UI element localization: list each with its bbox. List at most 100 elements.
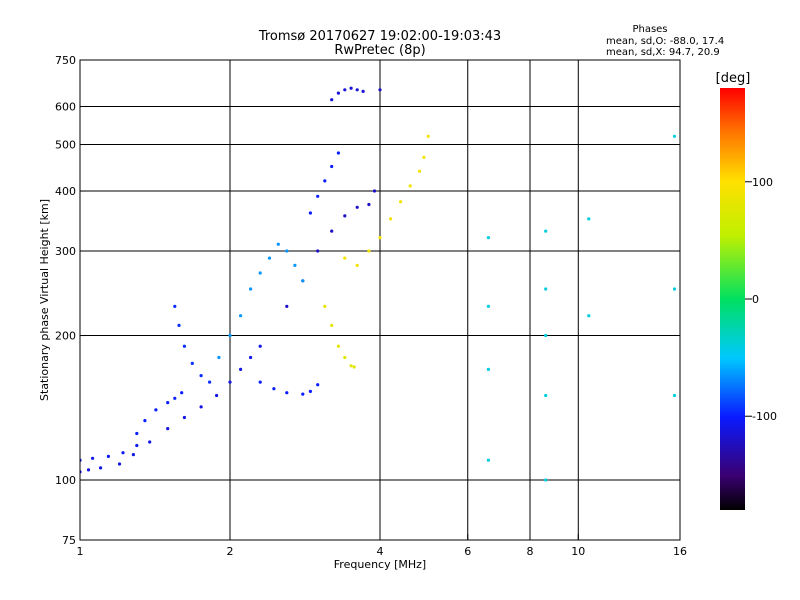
data-point bbox=[367, 202, 371, 207]
phase-stats-x: mean, sd,X: 94.7, 20.9 bbox=[606, 47, 720, 58]
data-point bbox=[544, 478, 548, 482]
series-upper-oblique bbox=[308, 151, 340, 215]
data-point bbox=[249, 355, 253, 360]
data-point bbox=[135, 431, 139, 436]
data-point bbox=[343, 256, 347, 260]
data-point bbox=[343, 355, 347, 360]
data-point bbox=[316, 383, 320, 387]
data-point bbox=[285, 249, 289, 253]
data-point bbox=[486, 458, 490, 462]
data-point bbox=[349, 86, 353, 90]
series-x-trace-lower bbox=[323, 304, 356, 369]
series-lower-o-trace-upper-edge bbox=[80, 443, 139, 462]
data-point bbox=[182, 415, 186, 420]
chart-title: Tromsø 20170627 19:02:00-19:03:43 bbox=[258, 29, 501, 44]
series-f-layer-o-trace bbox=[285, 88, 382, 308]
x-tick-label: 1 bbox=[77, 545, 84, 558]
series-oblique-arc bbox=[173, 304, 212, 384]
data-point bbox=[293, 263, 297, 267]
series-mid-blue-trace bbox=[258, 380, 320, 396]
data-point bbox=[301, 392, 305, 396]
data-point bbox=[349, 364, 353, 368]
data-point bbox=[587, 217, 591, 221]
phase-stats-o: mean, sd,O: -88.0, 17.4 bbox=[606, 36, 724, 47]
x-tick-label: 2 bbox=[227, 545, 234, 558]
data-point bbox=[258, 380, 262, 384]
colorbar-label: [deg] bbox=[716, 71, 751, 86]
x-tick-label: 8 bbox=[527, 545, 534, 558]
colorbar-ticks: 100 0 -100 bbox=[745, 176, 777, 423]
data-point bbox=[355, 88, 359, 92]
data-point bbox=[143, 419, 147, 423]
data-point bbox=[190, 361, 194, 365]
data-point bbox=[228, 380, 232, 384]
y-tick-label: 750 bbox=[55, 54, 76, 67]
y-tick-label: 600 bbox=[55, 101, 76, 114]
data-marks bbox=[80, 86, 677, 482]
data-point bbox=[352, 365, 356, 369]
data-point bbox=[408, 184, 412, 188]
data-point bbox=[544, 393, 548, 398]
data-point bbox=[544, 333, 548, 338]
data-point bbox=[486, 367, 490, 371]
data-point bbox=[177, 323, 181, 327]
data-point bbox=[323, 304, 327, 308]
data-point bbox=[544, 229, 548, 233]
data-point bbox=[587, 314, 591, 318]
data-point bbox=[121, 451, 125, 455]
y-tick-label: 100 bbox=[55, 474, 76, 487]
x-tick-label: 10 bbox=[571, 545, 585, 558]
data-point bbox=[672, 393, 677, 398]
x-tick-label: 6 bbox=[464, 545, 471, 558]
data-point bbox=[267, 256, 272, 260]
data-point bbox=[249, 287, 253, 291]
series-mid-band-scatter bbox=[217, 242, 305, 360]
data-point bbox=[308, 211, 312, 215]
data-point bbox=[301, 279, 305, 283]
data-point bbox=[86, 468, 91, 472]
data-point bbox=[135, 443, 139, 448]
data-point bbox=[486, 304, 490, 308]
series-x-trace-f-layer bbox=[343, 134, 430, 267]
data-point bbox=[336, 91, 340, 95]
data-point bbox=[258, 344, 262, 348]
data-point bbox=[239, 314, 243, 318]
data-point bbox=[422, 155, 426, 159]
data-point bbox=[330, 98, 334, 102]
y-axis-label: Stationary phase Virtual Height [km] bbox=[38, 199, 51, 401]
series-lower-o-trace bbox=[80, 344, 262, 474]
data-point bbox=[154, 408, 158, 412]
data-point bbox=[378, 236, 382, 240]
data-point bbox=[285, 391, 289, 395]
data-point bbox=[544, 287, 548, 291]
x-axis: 1 2 4 6 8 10 16 bbox=[77, 534, 687, 558]
data-point bbox=[399, 200, 403, 204]
data-point bbox=[239, 367, 243, 371]
data-point bbox=[426, 134, 430, 138]
series-scattered-columns bbox=[486, 134, 677, 482]
y-axis: 75 100 200 300 400 500 600 750 bbox=[55, 54, 86, 547]
data-point bbox=[486, 236, 490, 240]
y-tick-label: 75 bbox=[62, 534, 76, 547]
data-point bbox=[361, 89, 365, 93]
series-oblique-branch-1 bbox=[135, 391, 184, 436]
data-point bbox=[372, 189, 377, 193]
data-point bbox=[355, 205, 359, 209]
data-point bbox=[323, 179, 327, 183]
data-point bbox=[182, 344, 186, 348]
data-point bbox=[316, 249, 320, 253]
x-tick-label: 16 bbox=[673, 545, 687, 558]
data-point bbox=[276, 242, 280, 246]
data-point bbox=[672, 134, 677, 138]
data-point bbox=[389, 217, 393, 221]
data-point bbox=[308, 389, 312, 393]
data-point bbox=[343, 214, 347, 218]
data-point bbox=[91, 456, 95, 460]
data-point bbox=[173, 304, 177, 308]
y-tick-label: 400 bbox=[55, 185, 76, 198]
data-point bbox=[378, 88, 382, 92]
phase-stats-heading: Phases bbox=[632, 24, 667, 35]
data-point bbox=[336, 344, 340, 348]
chart-subtitle: RwPretec (8p) bbox=[334, 43, 425, 58]
